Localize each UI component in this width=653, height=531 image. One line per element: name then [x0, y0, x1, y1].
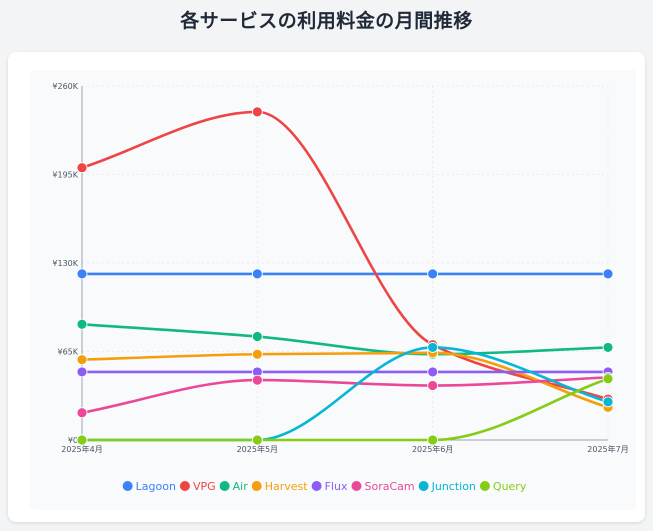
- x-tick-label: 2025年4月: [61, 444, 102, 454]
- data-point-harvest[interactable]: [76, 354, 88, 366]
- chart-card: [8, 52, 645, 522]
- legend-marker: [122, 481, 133, 491]
- data-point-soracam[interactable]: [427, 380, 439, 391]
- data-point-junction[interactable]: [602, 396, 614, 408]
- legend-item-lagoon[interactable]: Lagoon: [122, 480, 176, 493]
- legend-item-harvest[interactable]: Harvest: [251, 480, 309, 493]
- data-point-query[interactable]: [76, 434, 88, 446]
- legend-marker: [219, 481, 230, 491]
- legend-item-junction[interactable]: Junction: [418, 480, 476, 493]
- y-tick-label: ¥260K: [52, 82, 78, 91]
- y-tick-label: ¥130K: [52, 259, 78, 268]
- legend-label: Harvest: [265, 480, 309, 493]
- data-point-lagoon[interactable]: [76, 268, 88, 280]
- data-point-vpg[interactable]: [76, 162, 88, 174]
- legend-marker: [479, 481, 490, 491]
- legend-label: Flux: [325, 480, 348, 493]
- data-point-soracam[interactable]: [251, 374, 263, 386]
- data-point-vpg[interactable]: [251, 106, 263, 118]
- data-point-air[interactable]: [76, 318, 88, 330]
- data-point-flux[interactable]: [76, 366, 88, 378]
- legend-label: VPG: [193, 480, 216, 493]
- legend-label: SoraCam: [364, 480, 414, 493]
- page-title: 各サービスの利用料金の月間推移: [180, 10, 473, 32]
- legend-item-air[interactable]: Air: [219, 480, 249, 493]
- legend-item-vpg[interactable]: VPG: [179, 480, 216, 493]
- data-point-air[interactable]: [251, 331, 263, 342]
- data-point-lagoon[interactable]: [602, 268, 614, 280]
- data-point-flux[interactable]: [427, 366, 439, 378]
- legend-item-query[interactable]: Query: [479, 480, 527, 493]
- legend-marker: [179, 481, 190, 491]
- y-tick-label: ¥65K: [57, 348, 78, 357]
- legend-label: Lagoon: [136, 480, 176, 493]
- data-point-query[interactable]: [602, 373, 614, 385]
- legend-marker: [351, 481, 362, 491]
- x-tick-label: 2025年5月: [237, 444, 278, 454]
- legend: Lagoon VPG Air Harvest Flux SoraCam Junction Qu…: [122, 480, 527, 493]
- data-point-junction[interactable]: [427, 342, 439, 353]
- legend-marker: [251, 481, 262, 491]
- data-point-air[interactable]: [602, 342, 614, 353]
- legend-item-soracam[interactable]: SoraCam: [351, 480, 415, 493]
- data-point-query[interactable]: [251, 434, 263, 446]
- legend-label: Air: [233, 480, 249, 493]
- series-line-harvest: [81, 351, 609, 409]
- legend-label: Junction: [431, 480, 476, 493]
- data-point-query[interactable]: [427, 434, 439, 446]
- series-line-query: [82, 377, 609, 442]
- series-line-air: [81, 322, 609, 356]
- series-line-soracam: [81, 376, 609, 415]
- legend-label: Query: [493, 480, 527, 493]
- data-point-harvest[interactable]: [251, 348, 263, 360]
- data-point-lagoon[interactable]: [427, 268, 439, 280]
- legend-item-flux[interactable]: Flux: [311, 480, 348, 493]
- data-point-soracam[interactable]: [76, 407, 88, 419]
- legend-marker: [311, 481, 322, 491]
- data-point-lagoon[interactable]: [251, 268, 263, 280]
- plot-background: [30, 70, 636, 510]
- tick-labels: ¥0 ¥65K ¥130K ¥195K ¥260K 2025年4月 2025年5月 2025年…: [52, 82, 628, 454]
- series-lines: [81, 110, 609, 442]
- series-line-vpg: [81, 110, 609, 401]
- y-tick-label: ¥0: [68, 436, 78, 445]
- series-points: [76, 106, 614, 446]
- x-tick-label: 2025年6月: [412, 444, 453, 454]
- grid-lines: [81, 85, 609, 441]
- y-tick-label: ¥195K: [52, 171, 78, 180]
- x-tick-label: 2025年7月: [587, 444, 628, 454]
- axes: [81, 86, 608, 441]
- legend-marker: [418, 481, 429, 491]
